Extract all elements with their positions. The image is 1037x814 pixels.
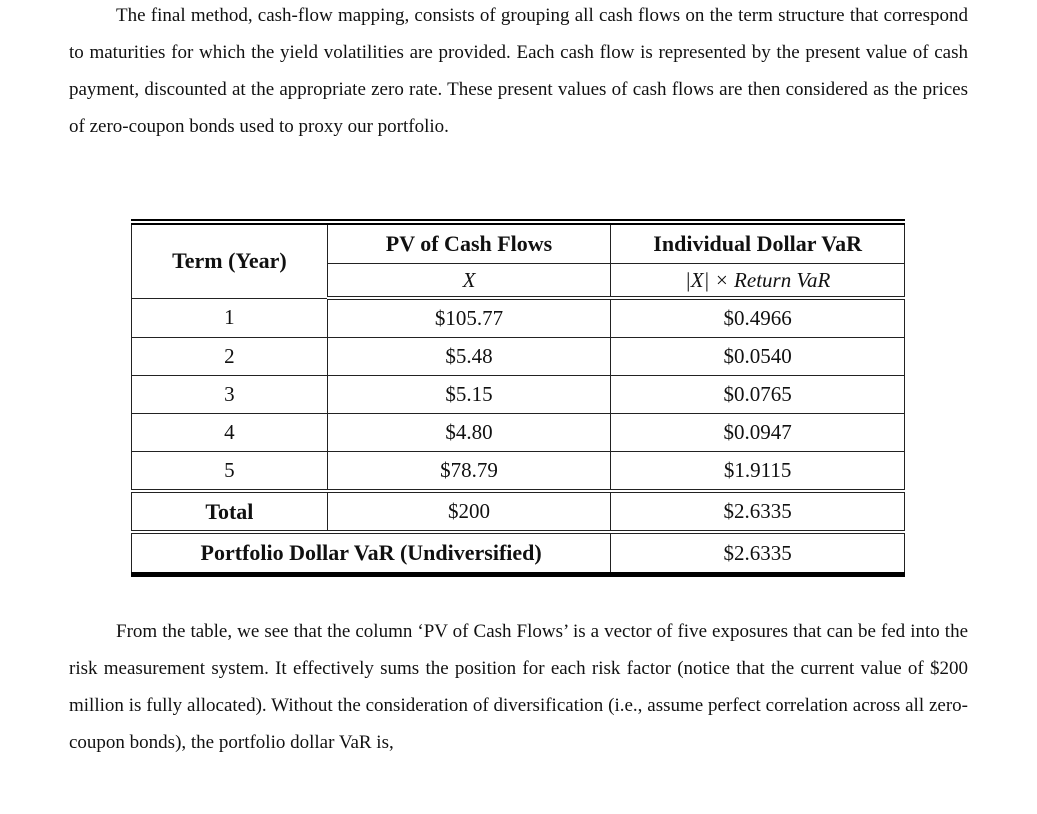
cell-var: $0.0540 <box>610 337 905 376</box>
cell-var: $0.0765 <box>610 375 905 414</box>
total-var: $2.6335 <box>610 490 905 534</box>
cash-flow-var-table: Term (Year) PV of Cash Flows Individual … <box>130 219 905 577</box>
cell-pv: $5.48 <box>326 337 612 376</box>
header-var: Individual Dollar VaR <box>610 219 905 264</box>
cell-term: 3 <box>131 375 328 414</box>
table-row: 1 $105.77 $0.4966 <box>131 297 905 338</box>
cell-pv: $4.80 <box>326 413 612 452</box>
total-pv: $200 <box>326 490 612 534</box>
table-row: 5 $78.79 $1.9115 <box>131 451 905 493</box>
portfolio-var: $2.6335 <box>610 531 905 577</box>
table-subheader-row: X |X| × Return VaR <box>132 263 905 300</box>
table-row: 3 $5.15 $0.0765 <box>131 375 905 414</box>
cell-term: 1 <box>131 297 328 338</box>
header-pv: PV of Cash Flows <box>326 219 612 264</box>
cell-pv: $78.79 <box>326 451 612 493</box>
portfolio-var-row: Portfolio Dollar VaR (Undiversified) $2.… <box>130 531 905 577</box>
cell-pv: $105.77 <box>326 297 612 338</box>
subheader-var: |X| × Return VaR <box>610 263 905 300</box>
total-row: Total $200 $2.6335 <box>131 490 905 534</box>
subheader-pv: X <box>326 263 612 300</box>
portfolio-label: Portfolio Dollar VaR (Undiversified) <box>130 531 612 577</box>
paragraph-intro: The final method, cash-flow mapping, con… <box>69 5 968 137</box>
total-label: Total <box>131 490 328 534</box>
cell-pv: $5.15 <box>326 375 612 414</box>
cell-term: 2 <box>131 337 328 376</box>
table-header-row: Term (Year) PV of Cash Flows Individual … <box>131 219 905 299</box>
cell-var: $0.0947 <box>610 413 905 452</box>
cell-var: $0.4966 <box>610 297 905 338</box>
paragraph-analysis: From the table, we see that the column ‘… <box>69 621 968 753</box>
cell-var: $1.9115 <box>610 451 905 493</box>
header-term: Term (Year) <box>131 219 328 299</box>
cell-term: 4 <box>131 413 328 452</box>
table-row: 2 $5.48 $0.0540 <box>131 337 905 376</box>
table-row: 4 $4.80 $0.0947 <box>131 413 905 452</box>
cell-term: 5 <box>131 451 328 493</box>
